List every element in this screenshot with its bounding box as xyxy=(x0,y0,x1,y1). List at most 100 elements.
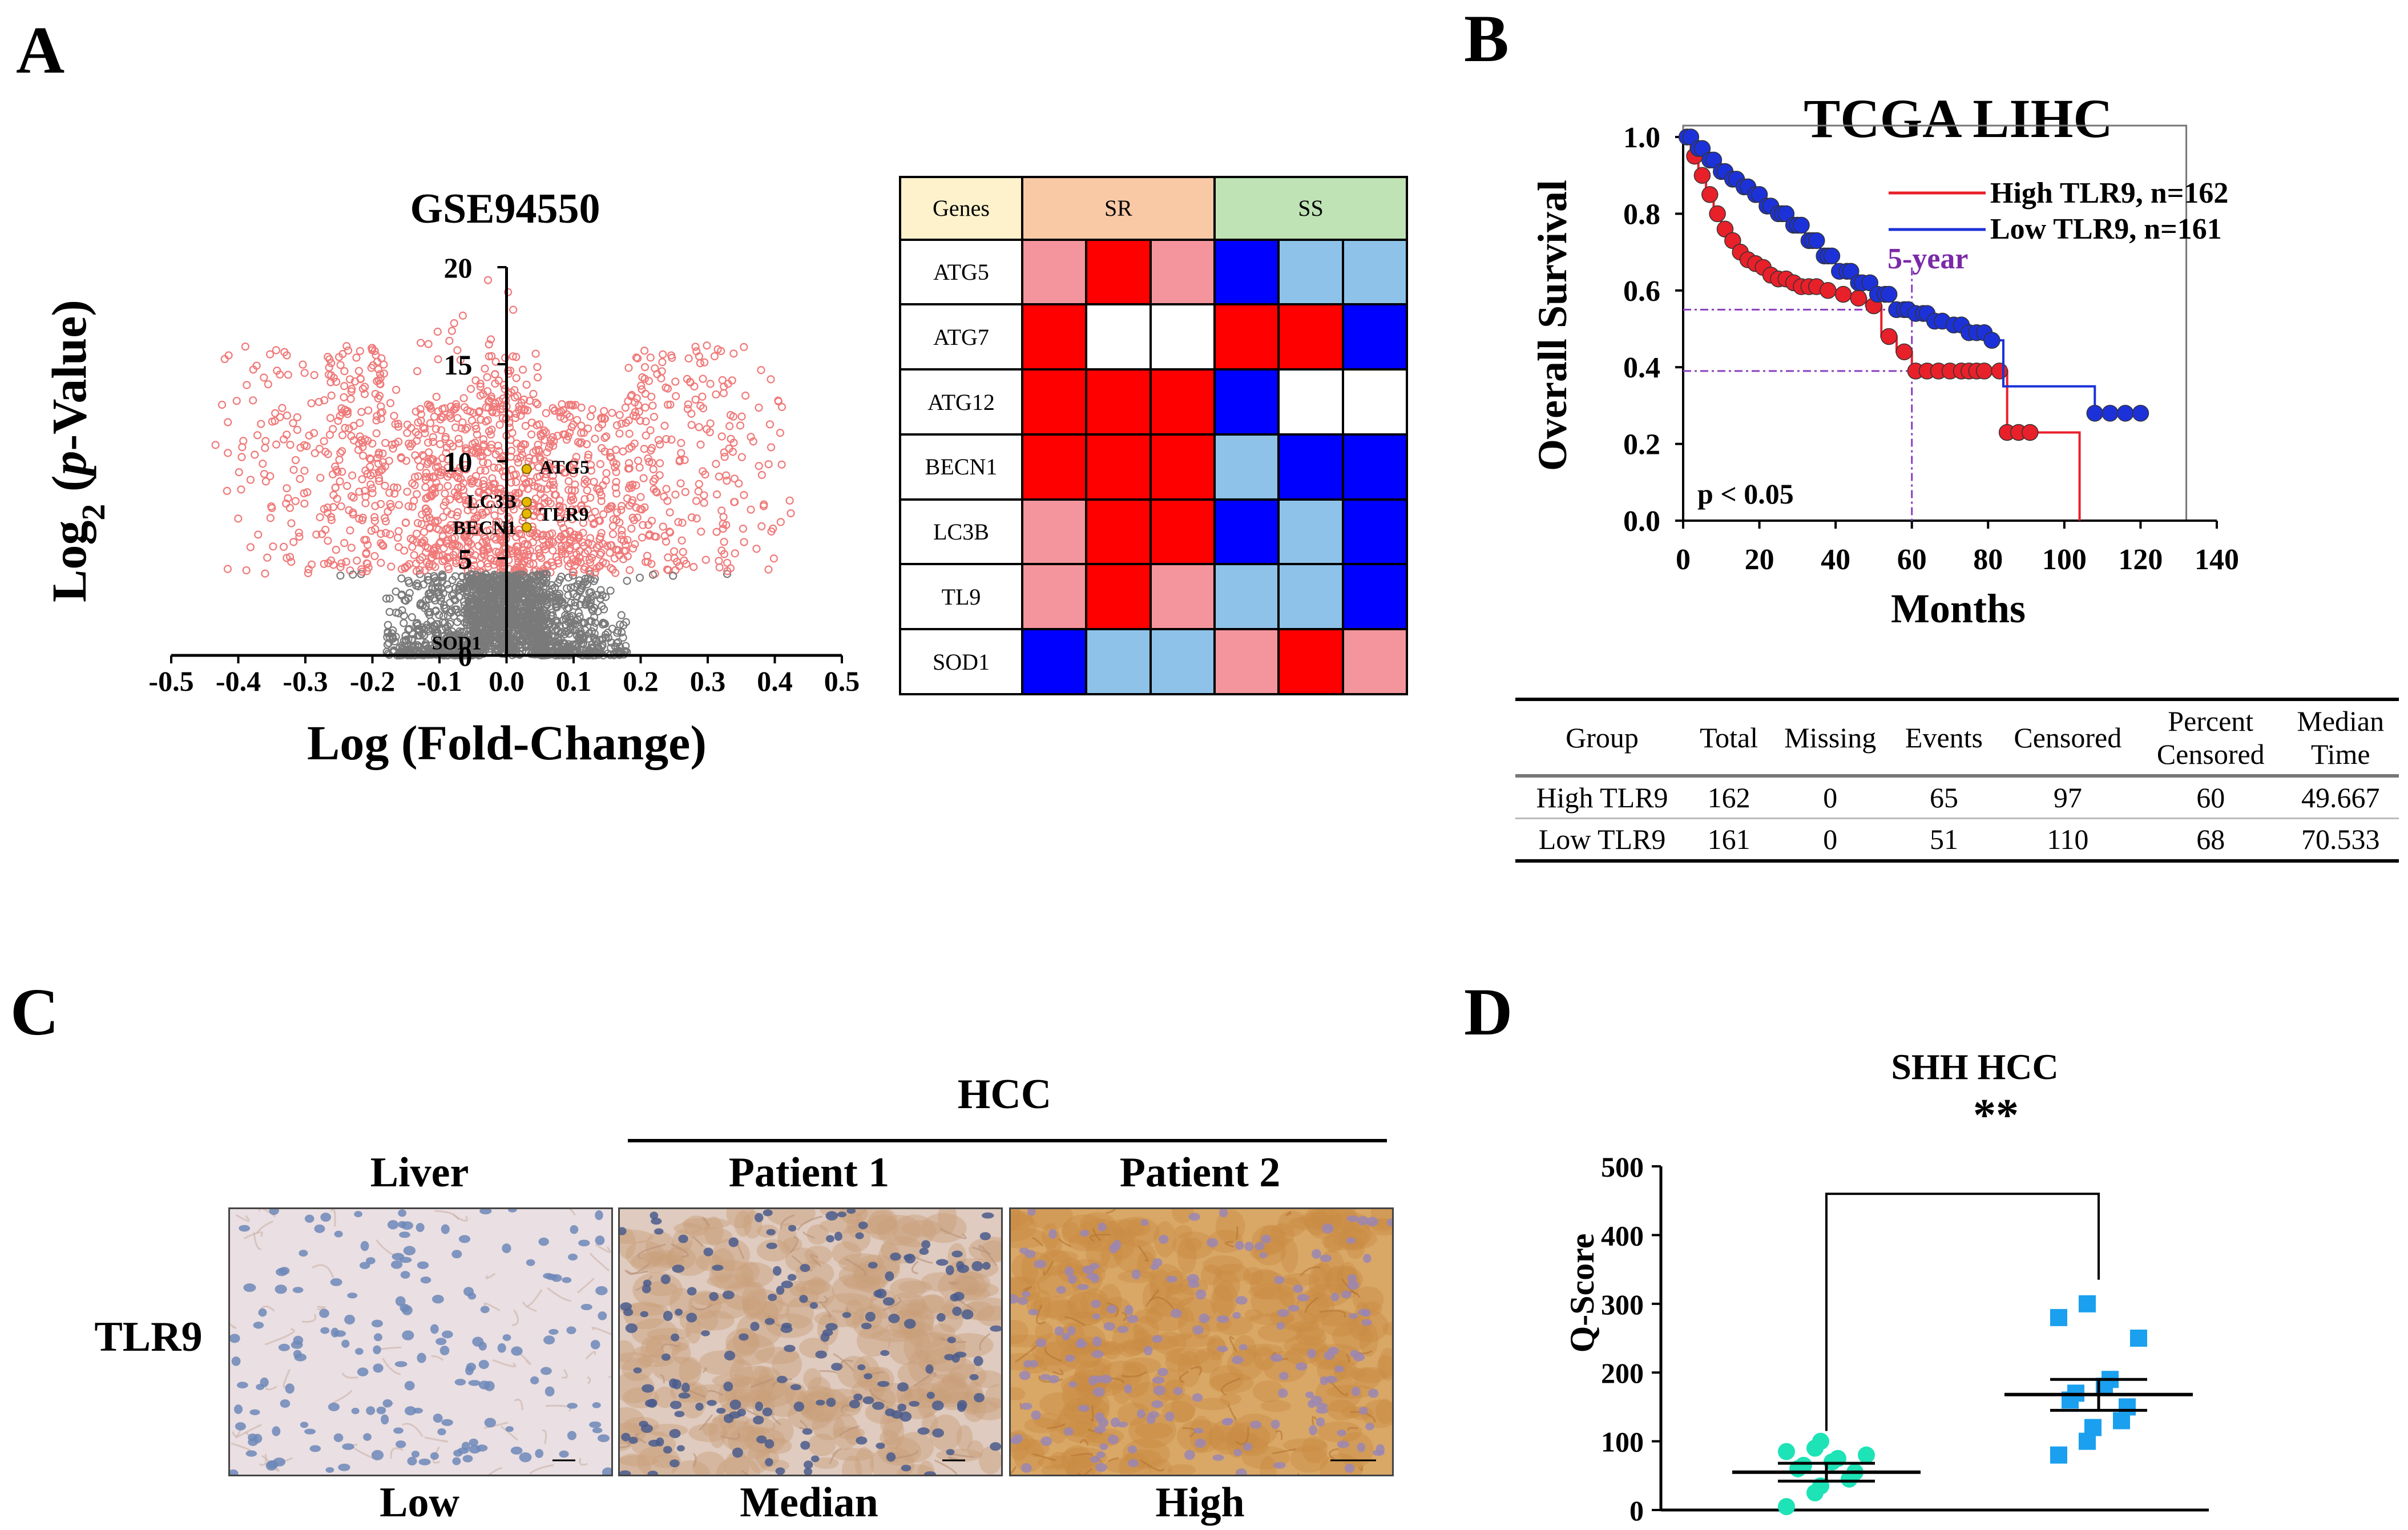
significant-point xyxy=(289,538,298,546)
non-significant-point xyxy=(494,594,503,603)
significant-point xyxy=(718,376,727,384)
significant-point xyxy=(624,364,633,372)
significant-point xyxy=(346,394,355,403)
non-significant-point xyxy=(531,590,540,598)
significant-point xyxy=(482,417,490,426)
significant-point xyxy=(420,424,429,433)
significant-point xyxy=(700,498,708,507)
significant-point xyxy=(440,404,449,413)
non-significant-point xyxy=(564,618,572,626)
significant-point xyxy=(703,425,711,433)
non-significant-point xyxy=(459,598,469,606)
significant-point xyxy=(266,514,275,522)
non-significant-point xyxy=(404,577,413,585)
heatmap-cell xyxy=(1021,368,1088,436)
significant-point xyxy=(367,526,376,535)
significant-point xyxy=(223,486,231,495)
dot-point xyxy=(1795,1456,1812,1474)
significant-point xyxy=(512,353,521,361)
volcano-x-tick: 0.0 xyxy=(489,665,525,697)
stats-header-cell: Missing xyxy=(1769,699,1892,778)
significant-point xyxy=(634,456,643,465)
significant-point xyxy=(555,408,563,417)
heatmap-cell xyxy=(1277,498,1344,566)
non-significant-point xyxy=(336,571,345,580)
significant-point xyxy=(487,352,496,360)
significant-point xyxy=(692,347,701,356)
significant-point xyxy=(479,476,488,485)
significant-point xyxy=(554,559,563,568)
censor-mark xyxy=(1991,363,2008,380)
survival-stats-table: Group Total Missing Events Censored Percent Ce… xyxy=(1515,698,2399,863)
heatmap-cell xyxy=(1277,368,1344,436)
significant-point xyxy=(463,424,471,432)
significant-point xyxy=(320,505,328,513)
significant-point xyxy=(409,536,417,545)
non-significant-point xyxy=(535,582,543,591)
significant-point xyxy=(555,535,563,543)
significant-point xyxy=(602,469,611,477)
significant-point xyxy=(237,485,245,494)
significant-point xyxy=(278,404,287,412)
dot-point xyxy=(2050,1308,2067,1326)
significant-point xyxy=(423,438,433,447)
significant-point xyxy=(403,429,412,437)
significant-point xyxy=(535,552,544,561)
significant-point xyxy=(377,558,385,567)
non-significant-point xyxy=(635,573,644,582)
significant-point xyxy=(678,518,687,527)
significant-point xyxy=(667,351,676,360)
non-significant-point xyxy=(418,630,426,638)
significant-point xyxy=(550,437,558,446)
non-significant-point xyxy=(648,570,658,579)
significant-point xyxy=(300,441,309,449)
significant-point xyxy=(717,546,726,555)
panel-letter-a: A xyxy=(16,13,65,87)
significant-point xyxy=(516,453,525,462)
non-significant-point xyxy=(493,644,502,653)
significant-point xyxy=(658,358,667,367)
significant-point xyxy=(354,445,362,454)
significant-point xyxy=(590,477,598,486)
significant-point xyxy=(683,375,692,383)
significant-point xyxy=(617,420,626,428)
significant-point xyxy=(572,416,582,424)
significant-point xyxy=(715,557,723,565)
significant-point xyxy=(356,347,364,355)
significant-point xyxy=(424,340,433,348)
significant-point xyxy=(514,458,523,467)
significant-point xyxy=(378,541,387,549)
significant-point xyxy=(446,495,454,504)
significant-point xyxy=(626,566,634,574)
significant-point xyxy=(284,371,292,379)
significant-point xyxy=(414,472,422,481)
significant-point xyxy=(410,481,419,489)
significant-point xyxy=(246,543,255,551)
significant-point xyxy=(584,453,592,462)
significant-point xyxy=(224,418,232,426)
significant-point xyxy=(332,377,341,386)
non-significant-point xyxy=(586,570,595,578)
non-significant-point xyxy=(466,616,475,625)
significant-point xyxy=(695,423,703,432)
significant-point xyxy=(639,521,647,529)
significant-point xyxy=(577,429,586,437)
censor-mark xyxy=(2086,405,2104,422)
non-significant-point xyxy=(619,633,627,642)
censor-mark xyxy=(2132,405,2149,422)
significant-point xyxy=(534,502,543,511)
legend-high: High TLR9, n=162 xyxy=(1990,177,2228,210)
significant-point xyxy=(726,564,735,573)
significant-point xyxy=(602,432,611,441)
significant-point xyxy=(646,353,655,362)
non-significant-point xyxy=(397,574,406,583)
significant-point xyxy=(251,450,259,459)
significant-point xyxy=(393,533,402,542)
stats-cell: 0 xyxy=(1769,818,1892,863)
significant-point xyxy=(405,560,414,569)
significant-point xyxy=(414,418,422,427)
significant-point xyxy=(731,549,739,558)
significant-point xyxy=(726,410,735,420)
non-significant-point xyxy=(485,645,493,653)
legend-low: Low TLR9, n=161 xyxy=(1990,213,2222,245)
